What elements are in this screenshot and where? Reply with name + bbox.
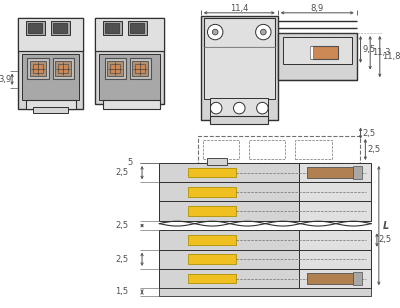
Circle shape bbox=[256, 24, 271, 40]
Bar bbox=[18, 18, 83, 109]
Bar bbox=[130, 23, 144, 33]
Bar bbox=[30, 61, 46, 76]
Bar bbox=[99, 54, 160, 100]
Bar bbox=[203, 140, 239, 159]
Bar bbox=[198, 136, 360, 163]
Text: 9,5: 9,5 bbox=[362, 45, 376, 54]
Circle shape bbox=[260, 29, 266, 35]
Bar bbox=[188, 235, 236, 245]
Bar bbox=[353, 166, 362, 179]
Bar bbox=[159, 288, 371, 296]
Bar bbox=[188, 187, 236, 197]
Circle shape bbox=[234, 102, 245, 114]
Bar bbox=[110, 64, 120, 74]
Bar bbox=[299, 163, 371, 182]
Text: 2,5: 2,5 bbox=[379, 236, 392, 245]
Text: 3,9: 3,9 bbox=[0, 75, 12, 84]
Bar bbox=[130, 58, 151, 79]
Bar bbox=[310, 46, 313, 59]
Text: 2,5: 2,5 bbox=[116, 168, 128, 177]
Circle shape bbox=[208, 24, 223, 40]
Bar bbox=[278, 33, 357, 80]
Text: 2,5: 2,5 bbox=[116, 221, 128, 230]
Bar bbox=[188, 206, 236, 216]
Bar bbox=[159, 230, 299, 249]
Bar bbox=[159, 182, 299, 201]
Bar bbox=[208, 158, 227, 165]
Bar bbox=[33, 64, 43, 74]
Bar bbox=[353, 272, 362, 285]
Text: 11,8: 11,8 bbox=[382, 52, 400, 61]
Bar bbox=[249, 140, 286, 159]
Text: 11,4: 11,4 bbox=[230, 3, 248, 13]
Bar bbox=[299, 249, 371, 269]
Bar bbox=[54, 23, 67, 33]
Bar bbox=[312, 46, 338, 59]
Bar bbox=[102, 100, 160, 109]
Bar bbox=[159, 249, 299, 269]
Bar bbox=[159, 201, 299, 221]
Text: 2,5: 2,5 bbox=[362, 129, 376, 138]
Text: 2,5: 2,5 bbox=[367, 145, 380, 154]
Bar bbox=[299, 269, 371, 288]
Text: 2,5: 2,5 bbox=[116, 255, 128, 264]
Bar bbox=[135, 64, 145, 74]
Bar bbox=[95, 18, 164, 51]
Bar bbox=[188, 168, 236, 177]
Circle shape bbox=[212, 29, 218, 35]
Text: 1,5: 1,5 bbox=[116, 287, 128, 297]
Circle shape bbox=[256, 102, 268, 114]
Bar bbox=[33, 107, 68, 113]
Text: 8,9: 8,9 bbox=[311, 3, 324, 13]
Bar bbox=[204, 47, 275, 99]
Bar bbox=[282, 37, 352, 64]
Bar bbox=[307, 273, 353, 284]
Circle shape bbox=[210, 102, 222, 114]
Bar bbox=[18, 18, 83, 51]
Bar bbox=[204, 18, 275, 47]
Bar bbox=[159, 163, 299, 182]
Text: L: L bbox=[383, 221, 389, 231]
Bar bbox=[188, 254, 236, 264]
Bar bbox=[26, 22, 45, 35]
Bar bbox=[28, 23, 42, 33]
Bar bbox=[128, 22, 147, 35]
Bar bbox=[201, 16, 278, 120]
Bar bbox=[132, 61, 148, 76]
Bar bbox=[28, 58, 49, 79]
Bar bbox=[106, 23, 119, 33]
Bar bbox=[299, 230, 371, 249]
Bar bbox=[56, 61, 71, 76]
Bar bbox=[50, 22, 70, 35]
Bar bbox=[307, 167, 353, 178]
Bar bbox=[22, 54, 80, 100]
Text: 11,3: 11,3 bbox=[372, 48, 391, 57]
Bar bbox=[210, 99, 268, 118]
Bar bbox=[26, 100, 76, 109]
Bar bbox=[188, 274, 236, 283]
Bar bbox=[299, 182, 371, 201]
Bar bbox=[104, 58, 126, 79]
Bar bbox=[299, 201, 371, 221]
Text: 5: 5 bbox=[127, 159, 132, 168]
Bar bbox=[58, 64, 68, 74]
Bar bbox=[159, 269, 299, 288]
Bar bbox=[210, 116, 268, 124]
Bar bbox=[95, 18, 164, 104]
Bar bbox=[52, 58, 74, 79]
Bar bbox=[107, 61, 123, 76]
Bar bbox=[295, 140, 332, 159]
Bar bbox=[102, 22, 122, 35]
